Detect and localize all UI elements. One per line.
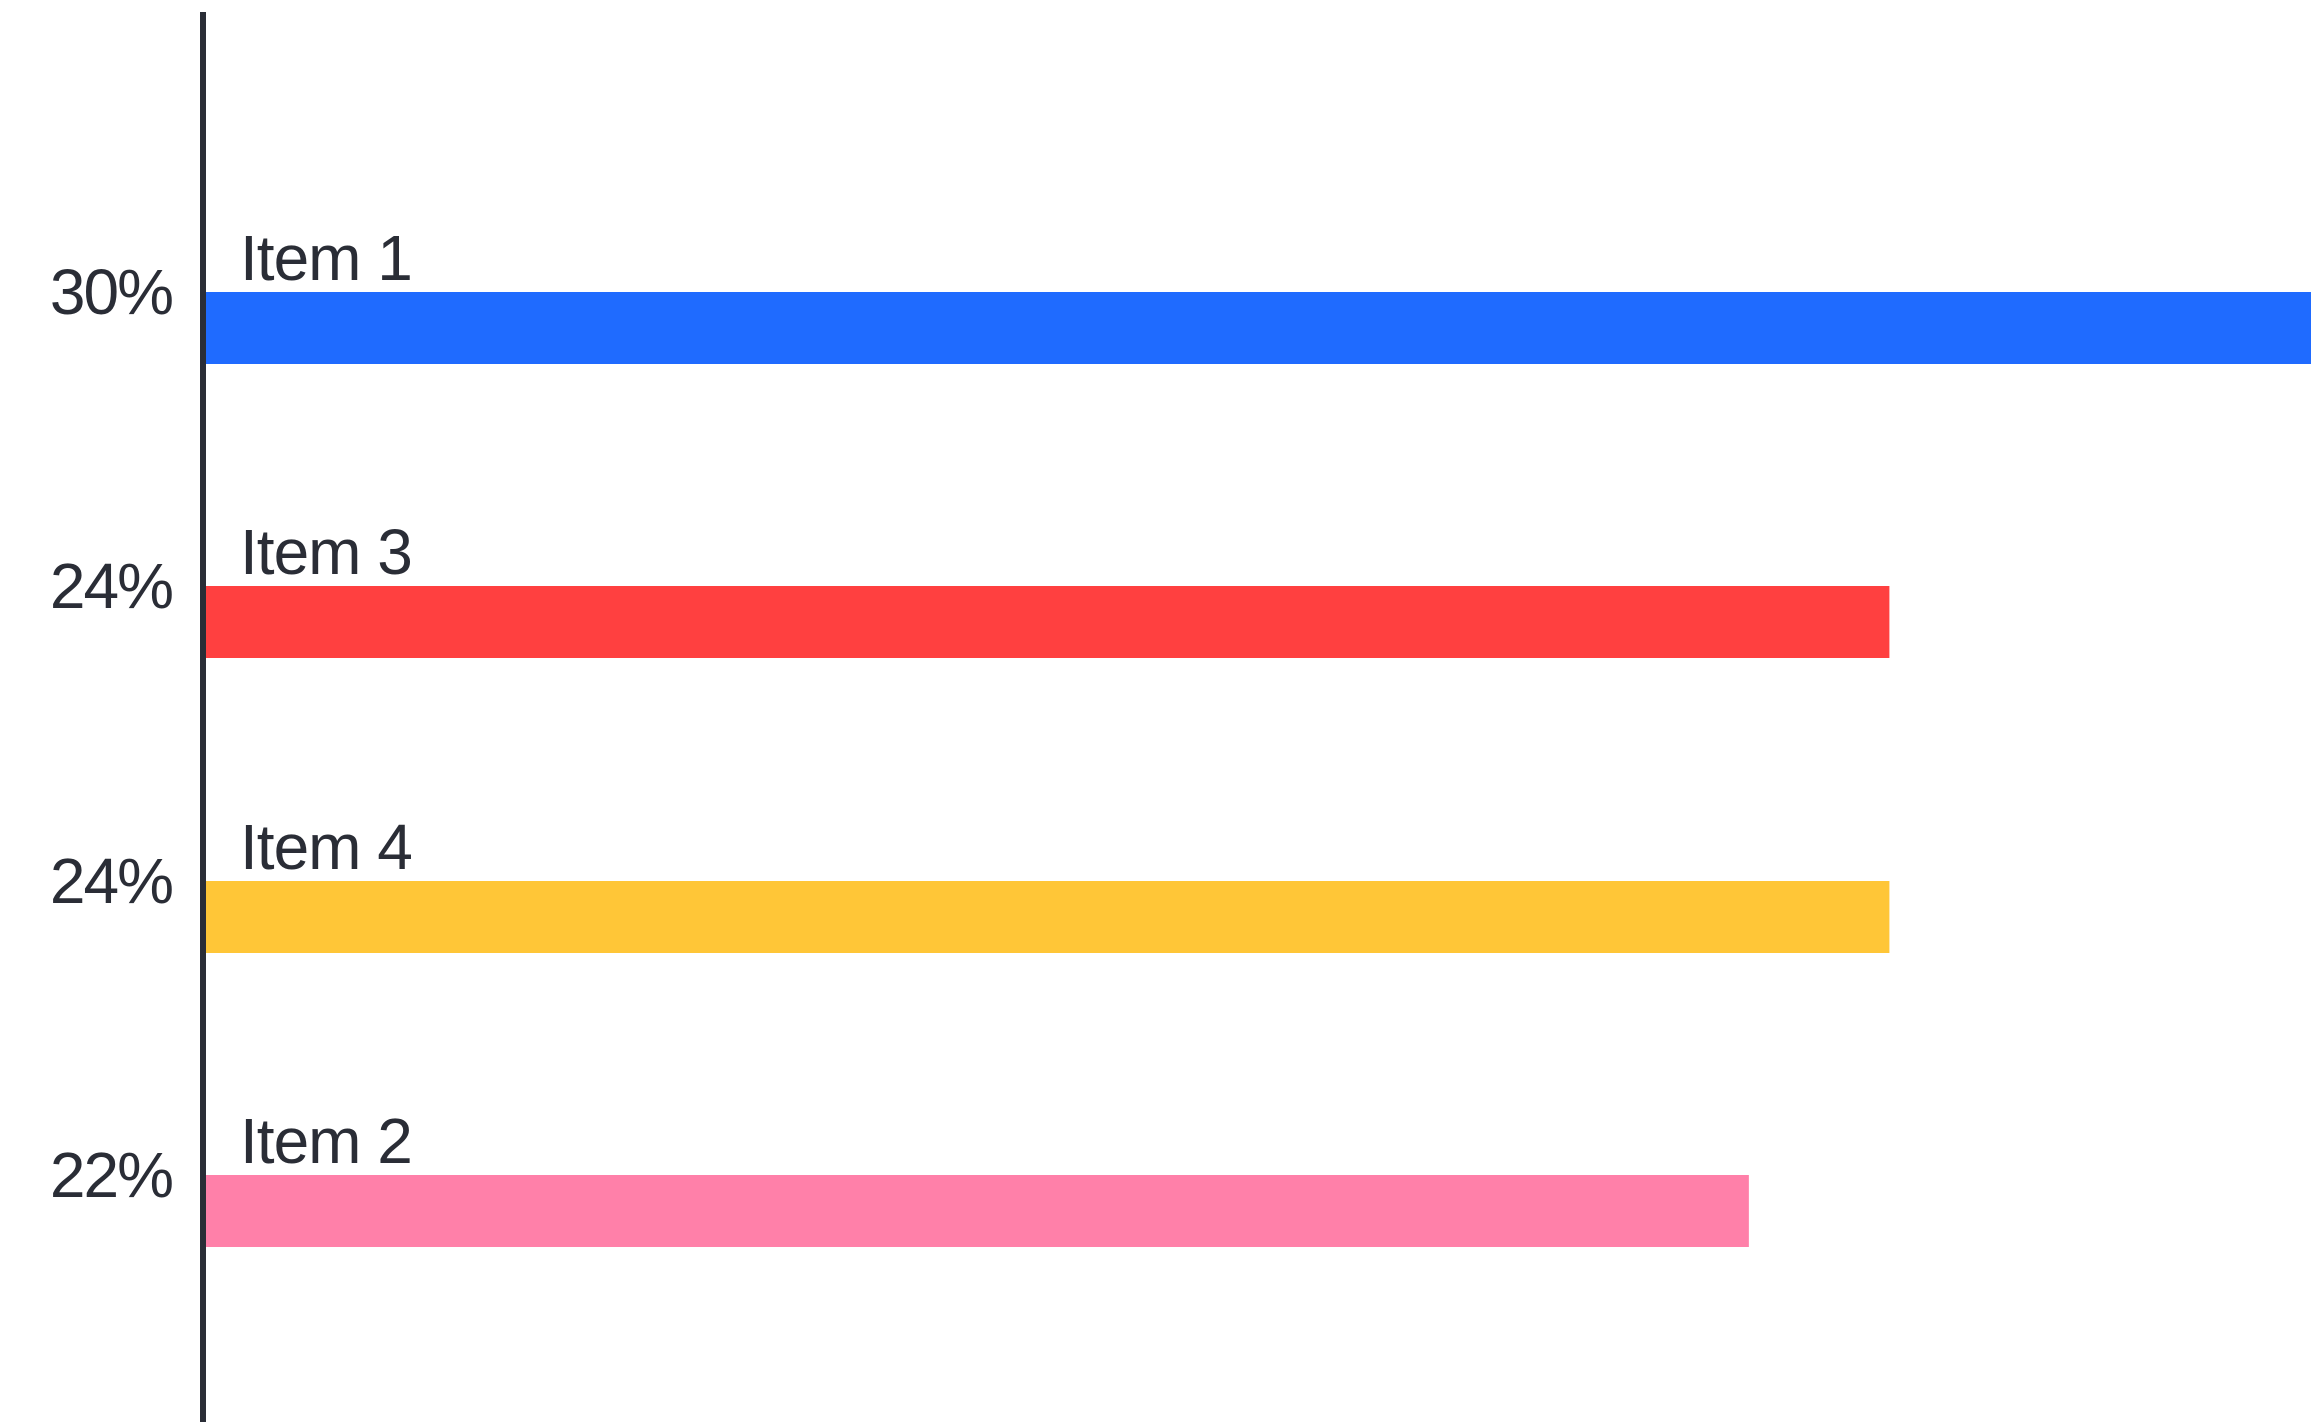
category-label: Item 1 [240,222,412,294]
category-label: Item 2 [240,1105,412,1177]
value-label: 22% [50,1139,172,1211]
value-label: 30% [50,256,172,328]
bar-item-2 [203,1175,1749,1247]
category-label: Item 4 [240,811,412,883]
bar-item-1 [203,292,2311,364]
value-label: 24% [50,550,172,622]
category-label: Item 3 [240,516,412,588]
bar-item-4 [203,881,1890,953]
bars-group: Item 1 30% Item 3 24% Item 4 24% Item 2 22% [50,222,2311,1247]
bar-item-3 [203,586,1890,658]
value-label: 24% [50,845,172,917]
